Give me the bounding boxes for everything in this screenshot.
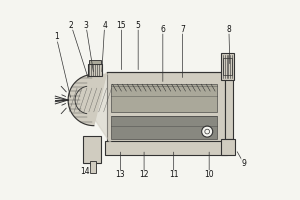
Text: 14: 14 <box>80 166 90 176</box>
Text: 2: 2 <box>69 21 74 30</box>
Text: 8: 8 <box>226 24 231 33</box>
Text: 12: 12 <box>139 170 149 179</box>
Bar <box>106 72 225 143</box>
Circle shape <box>205 129 210 134</box>
Text: 13: 13 <box>116 170 125 179</box>
Bar <box>111 84 217 112</box>
Polygon shape <box>94 72 111 143</box>
Bar <box>225 68 233 139</box>
Polygon shape <box>68 72 106 126</box>
Text: 11: 11 <box>169 170 178 179</box>
Text: 3: 3 <box>83 21 88 30</box>
Text: 7: 7 <box>180 24 185 33</box>
Bar <box>83 136 101 163</box>
Bar <box>221 139 235 155</box>
Text: 10: 10 <box>204 170 214 179</box>
Text: 9: 9 <box>241 159 246 168</box>
Bar <box>221 53 234 80</box>
Bar <box>105 141 227 155</box>
Text: 1: 1 <box>54 32 59 41</box>
Bar <box>89 60 101 64</box>
Text: 4: 4 <box>102 21 107 30</box>
Text: 6: 6 <box>160 24 165 33</box>
Bar <box>88 64 102 76</box>
Text: 5: 5 <box>136 21 141 30</box>
Text: 15: 15 <box>117 21 126 30</box>
Bar <box>90 161 96 173</box>
Bar <box>223 58 232 75</box>
Circle shape <box>202 126 213 137</box>
Bar <box>111 116 217 139</box>
